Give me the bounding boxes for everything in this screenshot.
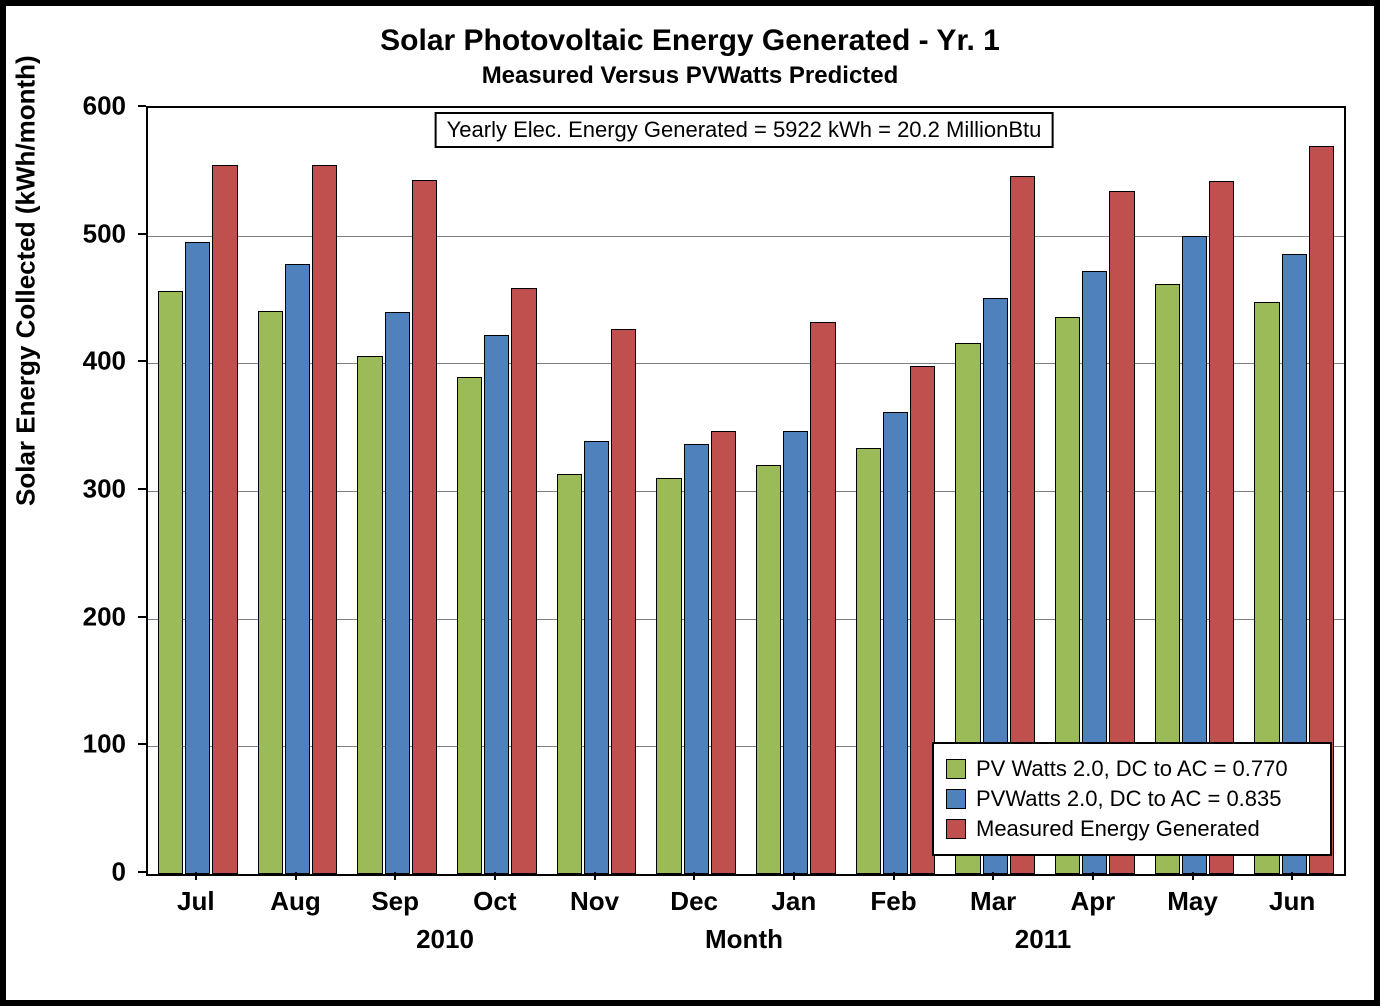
bar [285,264,310,874]
bar [557,474,582,874]
bar [584,441,609,874]
legend-swatch [946,789,966,809]
bar [158,291,183,874]
bar [185,242,210,874]
x-tick-mark [992,872,994,880]
x-axis-title: Month [705,924,783,955]
y-tick-label: 0 [112,857,126,888]
x-tick-label: Mar [970,886,1016,917]
bar [883,412,908,874]
chart-title: Solar Photovoltaic Energy Generated - Yr… [6,24,1374,58]
x-tick-label: Jan [771,886,816,917]
bar [357,356,382,874]
annotation-box: Yearly Elec. Energy Generated = 5922 kWh… [435,112,1054,148]
y-tick-label: 200 [83,601,126,632]
x-tick-mark [693,872,695,880]
legend-swatch [946,759,966,779]
legend-label: PVWatts 2.0, DC to AC = 0.835 [976,786,1282,812]
year-label-2010: 2010 [416,924,474,955]
x-tick-label: May [1167,886,1218,917]
x-tick-label: Apr [1070,886,1115,917]
x-tick-label: Dec [670,886,718,917]
legend-swatch [946,819,966,839]
bar [385,312,410,874]
legend-item: PV Watts 2.0, DC to AC = 0.770 [946,756,1318,782]
legend-label: Measured Energy Generated [976,816,1260,842]
y-tick-mark [138,871,146,873]
bar [856,448,881,874]
x-tick-mark [1092,872,1094,880]
legend-item: PVWatts 2.0, DC to AC = 0.835 [946,786,1318,812]
y-tick-label: 100 [83,729,126,760]
x-tick-mark [1192,872,1194,880]
bar [810,322,835,874]
chart-frame: Solar Photovoltaic Energy Generated - Yr… [0,0,1380,1006]
x-tick-mark [394,872,396,880]
x-tick-label: Jul [177,886,215,917]
x-tick-label: Sep [371,886,419,917]
x-tick-label: Feb [870,886,916,917]
legend: PV Watts 2.0, DC to AC = 0.770 PVWatts 2.… [932,742,1332,856]
x-tick-label: Oct [473,886,516,917]
x-tick-label: Aug [270,886,321,917]
y-tick-mark [138,360,146,362]
x-tick-mark [793,872,795,880]
y-tick-label: 400 [83,346,126,377]
y-tick-mark [138,616,146,618]
y-tick-mark [138,743,146,745]
legend-label: PV Watts 2.0, DC to AC = 0.770 [976,756,1288,782]
bar [711,431,736,874]
bar [684,444,709,874]
y-tick-mark [138,488,146,490]
x-tick-mark [594,872,596,880]
x-tick-mark [195,872,197,880]
bar [611,329,636,874]
bar [756,465,781,874]
x-tick-mark [295,872,297,880]
x-tick-label: Nov [570,886,619,917]
chart-subtitle: Measured Versus PVWatts Predicted [6,62,1374,90]
bar [656,478,681,874]
bar [412,180,437,875]
bar [457,377,482,874]
y-tick-mark [138,105,146,107]
y-tick-label: 300 [83,474,126,505]
year-label-2011: 2011 [1015,924,1071,955]
bar [484,335,509,874]
y-tick-label: 500 [83,218,126,249]
x-tick-mark [1291,872,1293,880]
bar [511,288,536,874]
y-axis-label: Solar Energy Collected (kWh/month) [11,55,42,506]
x-tick-mark [494,872,496,880]
x-tick-mark [893,872,895,880]
x-tick-label: Jun [1269,886,1315,917]
legend-item: Measured Energy Generated [946,816,1318,842]
bar [783,431,808,874]
bar [258,311,283,874]
bar [212,165,237,874]
y-tick-mark [138,233,146,235]
bar [312,165,337,874]
annotation-text: Yearly Elec. Energy Generated = 5922 kWh… [447,117,1042,142]
y-tick-label: 600 [83,91,126,122]
